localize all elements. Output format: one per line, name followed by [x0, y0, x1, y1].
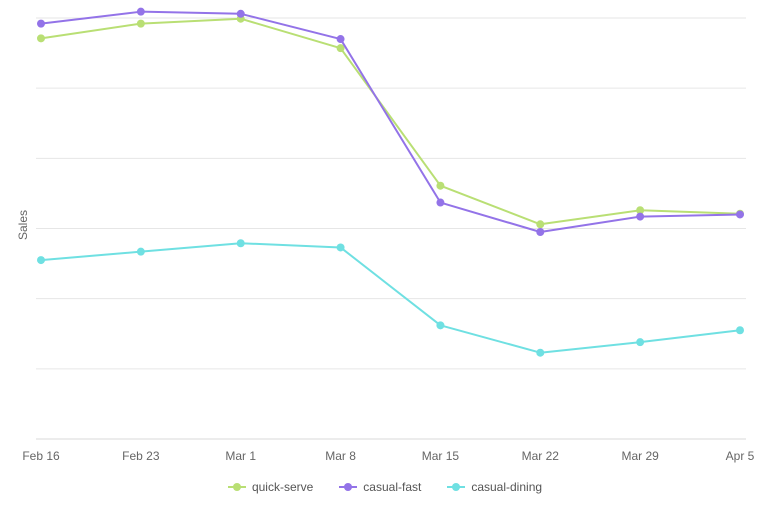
x-tick-label: Feb 23 [122, 449, 160, 463]
series-line [40, 10, 741, 234]
data-point [636, 338, 645, 347]
y-axis-label: Sales [16, 210, 30, 240]
data-point [236, 9, 245, 18]
series-line [40, 17, 741, 226]
x-tick-label: Mar 1 [225, 449, 256, 463]
legend-label: quick-serve [251, 480, 314, 494]
legend-item[interactable]: casual-dining [447, 480, 542, 494]
data-point [536, 228, 545, 237]
data-point [336, 243, 345, 252]
x-tick-label: Mar 29 [621, 449, 659, 463]
data-point [336, 44, 345, 53]
data-point [37, 256, 45, 265]
data-point [736, 326, 744, 335]
data-point [136, 19, 145, 28]
legend-item[interactable]: casual-fast [339, 480, 421, 494]
legend-dot [232, 483, 241, 491]
data-point [636, 206, 645, 215]
data-point [536, 220, 545, 229]
data-point [736, 210, 744, 219]
legend-swatch [447, 482, 466, 492]
data-point [436, 321, 445, 330]
data-point [636, 212, 645, 221]
legend-swatch [227, 482, 246, 492]
data-point [436, 181, 445, 190]
data-point [336, 35, 345, 44]
data-point [436, 198, 445, 207]
legend-swatch [339, 482, 358, 492]
data-point [136, 7, 145, 16]
series-quick-serve [37, 14, 744, 229]
legend-item[interactable]: quick-serve [227, 480, 314, 494]
legend: quick-serve casual-fast casual-dining [0, 480, 770, 494]
data-point [37, 34, 45, 43]
data-point [236, 239, 245, 248]
x-tick-labels: Feb 16 Feb 23 Mar 1 Mar 8 Mar 15 Mar 22 Mar 29… [22, 449, 754, 463]
x-tick-label: Mar 22 [522, 449, 560, 463]
series-line [40, 242, 741, 354]
data-point [37, 19, 45, 28]
series-casual-fast [37, 7, 744, 237]
series-group [37, 7, 744, 357]
data-point [536, 348, 545, 357]
series-casual-dining [37, 239, 744, 357]
legend-dot [452, 483, 461, 491]
x-tick-label: Mar 15 [422, 449, 460, 463]
x-tick-label: Apr 5 [726, 449, 755, 463]
gridlines [36, 17, 746, 370]
x-tick-label: Mar 8 [325, 449, 356, 463]
legend-label: casual-fast [363, 480, 422, 494]
legend-dot [344, 483, 353, 491]
legend-label: casual-dining [471, 480, 543, 494]
data-point [136, 247, 145, 256]
x-tick-label: Feb 16 [22, 449, 60, 463]
